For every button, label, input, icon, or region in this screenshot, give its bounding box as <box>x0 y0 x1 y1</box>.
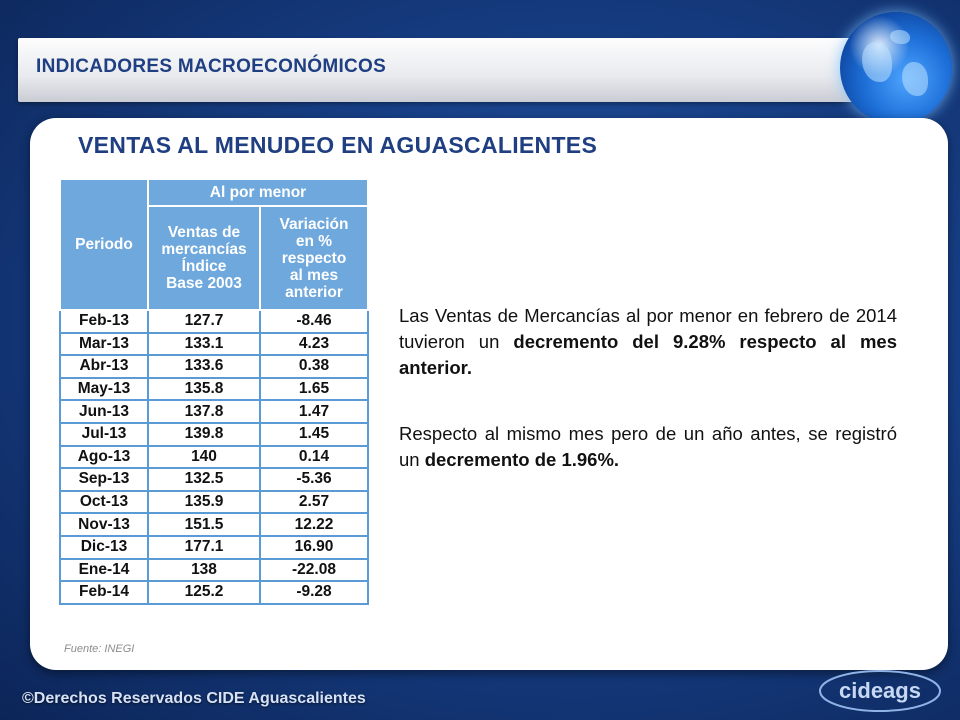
cell-periodo: Jun-13 <box>59 399 149 424</box>
table-row: Oct-13 135.9 2.57 <box>59 489 369 515</box>
cell-ventas: 135.9 <box>147 489 261 515</box>
cell-variacion: -8.46 <box>259 309 369 334</box>
table-row: Feb-13 127.7 -8.46 <box>59 309 369 334</box>
cell-variacion: -9.28 <box>259 580 369 605</box>
header-group: Al por menor <box>147 178 369 207</box>
cell-periodo: Abr-13 <box>59 354 149 379</box>
summary-paragraph-2: Respecto al mismo mes pero de un año ant… <box>399 421 897 473</box>
table-row: Jun-13 137.8 1.47 <box>59 399 369 424</box>
table-row: Jul-13 139.8 1.45 <box>59 421 369 447</box>
cell-periodo: Nov-13 <box>59 512 149 537</box>
cell-variacion: 12.22 <box>259 512 369 537</box>
cell-periodo: Mar-13 <box>59 331 149 357</box>
copyright-footer: ©Derechos Reservados CIDE Aguascalientes <box>22 690 366 707</box>
cell-periodo: Feb-14 <box>59 580 149 605</box>
paragraph-1-bold: decremento del 9.28% respecto al mes ant… <box>399 331 897 378</box>
cell-ventas: 177.1 <box>147 534 261 560</box>
cell-periodo: Dic-13 <box>59 534 149 560</box>
cell-variacion: 0.14 <box>259 444 369 470</box>
cell-periodo: May-13 <box>59 376 149 402</box>
table-row: Ago-13 140 0.14 <box>59 444 369 470</box>
header-variacion: Variación en % respecto al mes anterior <box>259 205 369 311</box>
sales-table: Periodo Al por menor Ventas de mercancía… <box>59 178 369 605</box>
cell-ventas: 138 <box>147 557 261 583</box>
cell-variacion: 16.90 <box>259 534 369 560</box>
cell-periodo: Sep-13 <box>59 467 149 492</box>
cell-ventas: 133.1 <box>147 331 261 357</box>
cell-ventas: 132.5 <box>147 467 261 492</box>
cell-ventas: 127.7 <box>147 309 261 334</box>
cell-variacion: -5.36 <box>259 467 369 492</box>
globe-icon <box>840 12 952 124</box>
paragraph-2-bold: decremento de 1.96%. <box>424 449 620 470</box>
cell-periodo: Feb-13 <box>59 309 149 334</box>
table-row: Mar-13 133.1 4.23 <box>59 331 369 357</box>
svg-text:cideags: cideags <box>839 678 921 703</box>
cell-periodo: Oct-13 <box>59 489 149 515</box>
header-bar <box>18 38 878 102</box>
cell-variacion: 0.38 <box>259 354 369 379</box>
table-row: Ene-14 138 -22.08 <box>59 557 369 583</box>
cell-ventas: 133.6 <box>147 354 261 379</box>
paragraph-2-text: Respecto al mismo mes pero de un año ant… <box>399 423 897 470</box>
paragraph-1-text: Las Ventas de Mercancías al por menor en… <box>399 305 897 352</box>
cell-variacion: 2.57 <box>259 489 369 515</box>
slide-subtitle: VENTAS AL MENUDEO EN AGUASCALIENTES <box>78 132 598 158</box>
cell-variacion: 1.47 <box>259 399 369 424</box>
cell-variacion: 1.65 <box>259 376 369 402</box>
cell-ventas: 140 <box>147 444 261 470</box>
header-ventas: Ventas de mercancías Índice Base 2003 <box>147 205 261 311</box>
cell-variacion: 1.45 <box>259 421 369 447</box>
table-row: Dic-13 177.1 16.90 <box>59 534 369 560</box>
cell-ventas: 151.5 <box>147 512 261 537</box>
cell-ventas: 139.8 <box>147 421 261 447</box>
cideags-logo: cideags <box>819 670 941 712</box>
source-note: Fuente: INEGI <box>64 643 135 655</box>
table-row: Feb-14 125.2 -9.28 <box>59 580 369 605</box>
table-row: Sep-13 132.5 -5.36 <box>59 467 369 492</box>
cell-variacion: -22.08 <box>259 557 369 583</box>
table-row: May-13 135.8 1.65 <box>59 376 369 402</box>
cell-periodo: Ago-13 <box>59 444 149 470</box>
cell-ventas: 125.2 <box>147 580 261 605</box>
table-row: Abr-13 133.6 0.38 <box>59 354 369 379</box>
summary-paragraph-1: Las Ventas de Mercancías al por menor en… <box>399 303 897 381</box>
cell-ventas: 137.8 <box>147 399 261 424</box>
cell-periodo: Ene-14 <box>59 557 149 583</box>
cell-variacion: 4.23 <box>259 331 369 357</box>
cell-ventas: 135.8 <box>147 376 261 402</box>
header-title: INDICADORES MACROECONÓMICOS <box>36 56 387 77</box>
table-row: Nov-13 151.5 12.22 <box>59 512 369 537</box>
header-periodo: Periodo <box>59 178 149 311</box>
cell-periodo: Jul-13 <box>59 421 149 447</box>
